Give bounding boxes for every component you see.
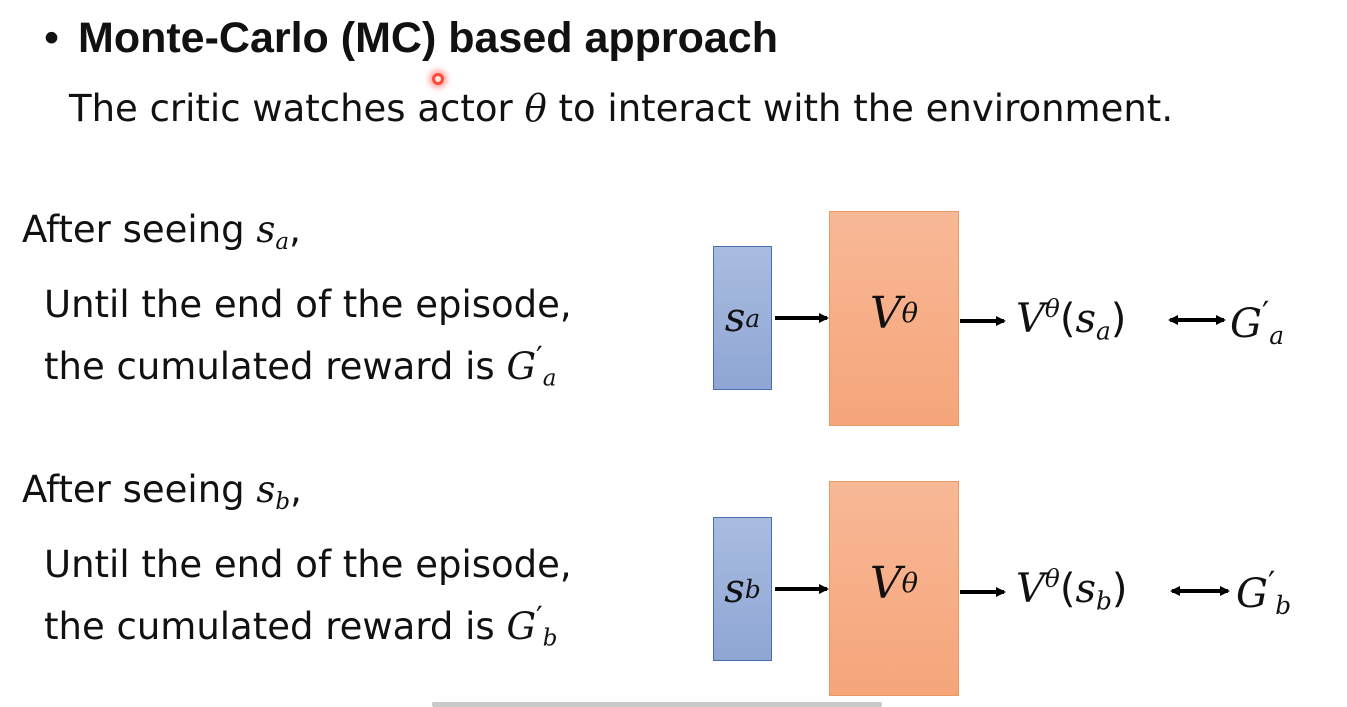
- paren-close: ): [1110, 295, 1127, 342]
- example-b-line2: the cumulated reward is G′b: [44, 600, 557, 652]
- return-symbol: G: [506, 344, 537, 388]
- network-symbol: V: [869, 558, 902, 609]
- heading-comma: ,: [290, 468, 302, 511]
- network-superscript: θ: [901, 298, 919, 329]
- network-symbol: V: [869, 288, 902, 339]
- output-symbol: V: [1016, 565, 1045, 612]
- state-subscript: b: [275, 488, 291, 515]
- example-b-line1: Until the end of the episode,: [44, 543, 572, 586]
- example-a-line2: the cumulated reward is G′a: [44, 340, 556, 392]
- heading-prefix: After seeing: [22, 208, 257, 251]
- return-subscript: b: [1275, 591, 1292, 621]
- line2-text: the cumulated reward is: [44, 604, 507, 648]
- slide-title: • Monte-Carlo (MC) based approach: [44, 14, 778, 63]
- heading-comma: ,: [289, 208, 301, 251]
- value-output-a: Vθ(sa): [1016, 294, 1126, 345]
- state-subscript: a: [275, 228, 290, 255]
- value-output-b: Vθ(sb): [1016, 564, 1127, 615]
- state-symbol: s: [1075, 295, 1096, 342]
- horizontal-scrollbar[interactable]: [432, 702, 882, 707]
- state-subscript: b: [1095, 586, 1112, 616]
- return-symbol: G: [1230, 300, 1262, 347]
- line2-text: the cumulated reward is: [44, 344, 507, 388]
- theta-symbol: θ: [524, 87, 547, 130]
- state-symbol: s: [256, 208, 276, 251]
- example-a-line1: Until the end of the episode,: [44, 283, 572, 326]
- subtitle: The critic watches actor θ to interact w…: [69, 87, 1173, 130]
- return-symbol: G: [1236, 570, 1268, 617]
- prime-symbol: ′: [536, 600, 543, 634]
- paren-open: (: [1059, 565, 1076, 612]
- output-superscript: θ: [1044, 294, 1060, 323]
- network-superscript: θ: [901, 568, 919, 599]
- return-symbol: G: [506, 604, 537, 648]
- return-subscript: a: [542, 365, 557, 392]
- paren-open: (: [1059, 295, 1076, 342]
- output-superscript: θ: [1044, 564, 1060, 593]
- return-target-a: G′a: [1230, 294, 1284, 350]
- subtitle-after: to interact with the environment.: [546, 87, 1174, 130]
- cursor-dot-icon: [432, 73, 444, 85]
- bullet-icon: •: [44, 14, 60, 62]
- return-subscript: a: [1269, 321, 1285, 351]
- state-subscript: a: [745, 303, 761, 333]
- prime-symbol: ′: [1267, 564, 1276, 602]
- state-subscript: b: [744, 574, 761, 604]
- output-symbol: V: [1016, 295, 1045, 342]
- paren-close: ): [1111, 565, 1128, 612]
- return-target-b: G′b: [1236, 564, 1291, 620]
- example-a-heading: After seeing sa,: [22, 208, 301, 255]
- return-subscript: b: [542, 625, 558, 652]
- title-text: Monte-Carlo (MC) based approach: [78, 14, 778, 62]
- example-b-heading: After seeing sb,: [22, 468, 302, 515]
- state-symbol: s: [1075, 565, 1096, 612]
- prime-symbol: ′: [1261, 294, 1270, 332]
- state-symbol: s: [256, 468, 276, 511]
- subtitle-before: The critic watches actor: [69, 87, 525, 130]
- state-symbol: s: [724, 566, 745, 612]
- heading-prefix: After seeing: [22, 468, 257, 511]
- state-subscript: a: [1095, 316, 1111, 346]
- prime-symbol: ′: [536, 340, 543, 374]
- state-symbol: s: [724, 295, 746, 341]
